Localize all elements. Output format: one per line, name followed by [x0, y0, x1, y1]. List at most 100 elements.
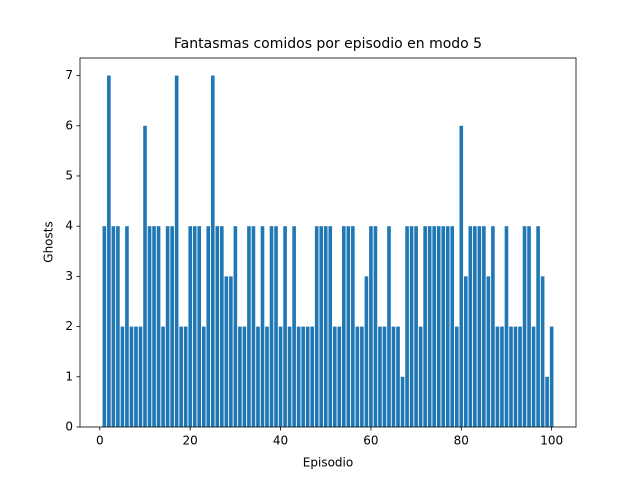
- bar: [283, 226, 287, 427]
- bar: [369, 226, 373, 427]
- bar: [500, 326, 504, 427]
- x-tick-label: 20: [183, 434, 198, 448]
- bar: [387, 226, 391, 427]
- y-tick-label: 5: [65, 168, 73, 182]
- bar: [495, 326, 500, 427]
- bar: [102, 226, 107, 427]
- bar: [292, 226, 296, 427]
- bar: [229, 276, 233, 427]
- bar: [287, 326, 292, 427]
- bar: [459, 125, 464, 427]
- bar: [210, 75, 215, 428]
- bar: [256, 326, 260, 427]
- bar: [305, 326, 310, 427]
- bar: [265, 326, 269, 427]
- bar: [183, 326, 188, 427]
- bar: [125, 226, 129, 427]
- bar: [260, 226, 265, 427]
- bar: [540, 276, 545, 427]
- bar: [192, 226, 197, 427]
- bar: [436, 226, 441, 427]
- bar: [107, 75, 111, 428]
- bar: [328, 226, 333, 427]
- bar: [346, 226, 351, 427]
- bar: [414, 226, 418, 427]
- bar: [400, 376, 405, 427]
- y-tick-label: 1: [65, 369, 73, 383]
- bar: [174, 75, 179, 428]
- bar: [355, 326, 360, 427]
- bar: [332, 326, 337, 427]
- chart-title: Fantasmas comidos por episodio en modo 5: [174, 36, 482, 52]
- bar: [450, 226, 455, 427]
- bar: [179, 326, 183, 427]
- bar: [549, 326, 554, 427]
- bar: [220, 226, 224, 427]
- bar: [323, 226, 328, 427]
- bar: [396, 326, 400, 427]
- bar: [391, 326, 396, 427]
- bar: [522, 226, 527, 427]
- bar: [477, 226, 482, 427]
- bar: [441, 226, 446, 427]
- bar: [545, 376, 549, 427]
- y-tick-label: 4: [65, 219, 73, 233]
- bar: [463, 276, 468, 427]
- bar: [129, 326, 134, 427]
- bar: [378, 326, 382, 427]
- bar: [233, 226, 238, 427]
- bar: [111, 226, 116, 427]
- bar: [382, 326, 387, 427]
- bar: [143, 125, 147, 427]
- bar: [491, 226, 495, 427]
- bar: [373, 226, 378, 427]
- bar: [197, 226, 202, 427]
- x-tick-label: 40: [273, 434, 288, 448]
- bar: [138, 326, 143, 427]
- bar: [337, 326, 342, 427]
- bar: [427, 226, 432, 427]
- bar: [314, 226, 319, 427]
- bar: [473, 226, 477, 427]
- bar: [319, 226, 324, 427]
- x-tick-label: 0: [96, 434, 104, 448]
- y-axis-label: Ghosts: [42, 221, 56, 262]
- y-tick-label: 2: [65, 319, 73, 333]
- bar: [432, 226, 436, 427]
- bar: [274, 226, 278, 427]
- bar: [296, 326, 301, 427]
- bar: [170, 226, 174, 427]
- bar: [409, 226, 414, 427]
- bar: [454, 326, 459, 427]
- y-tick-label: 3: [65, 269, 73, 283]
- bar: [161, 326, 165, 427]
- bar: [152, 226, 156, 427]
- bar: [215, 226, 220, 427]
- bar: [531, 326, 536, 427]
- bar: [301, 326, 305, 427]
- bar: [445, 226, 450, 427]
- bar: [116, 226, 120, 427]
- bar: [423, 226, 427, 427]
- bar: [504, 226, 509, 427]
- y-tick-label: 0: [65, 420, 73, 434]
- bar: [242, 326, 247, 427]
- bar: [147, 226, 152, 427]
- bar: [120, 326, 125, 427]
- bar: [509, 326, 513, 427]
- bar: [238, 326, 242, 427]
- x-tick-label: 80: [454, 434, 469, 448]
- bar: [486, 276, 491, 427]
- bar: [536, 226, 540, 427]
- bar: [342, 226, 346, 427]
- x-tick-label: 100: [540, 434, 563, 448]
- y-tick-label: 7: [65, 68, 73, 82]
- bar: [224, 276, 229, 427]
- bar: [206, 226, 211, 427]
- x-axis-label: Episodio: [303, 456, 353, 470]
- x-tick-label: 60: [363, 434, 378, 448]
- bar: [201, 326, 206, 427]
- bar: [364, 276, 369, 427]
- bar: [405, 226, 409, 427]
